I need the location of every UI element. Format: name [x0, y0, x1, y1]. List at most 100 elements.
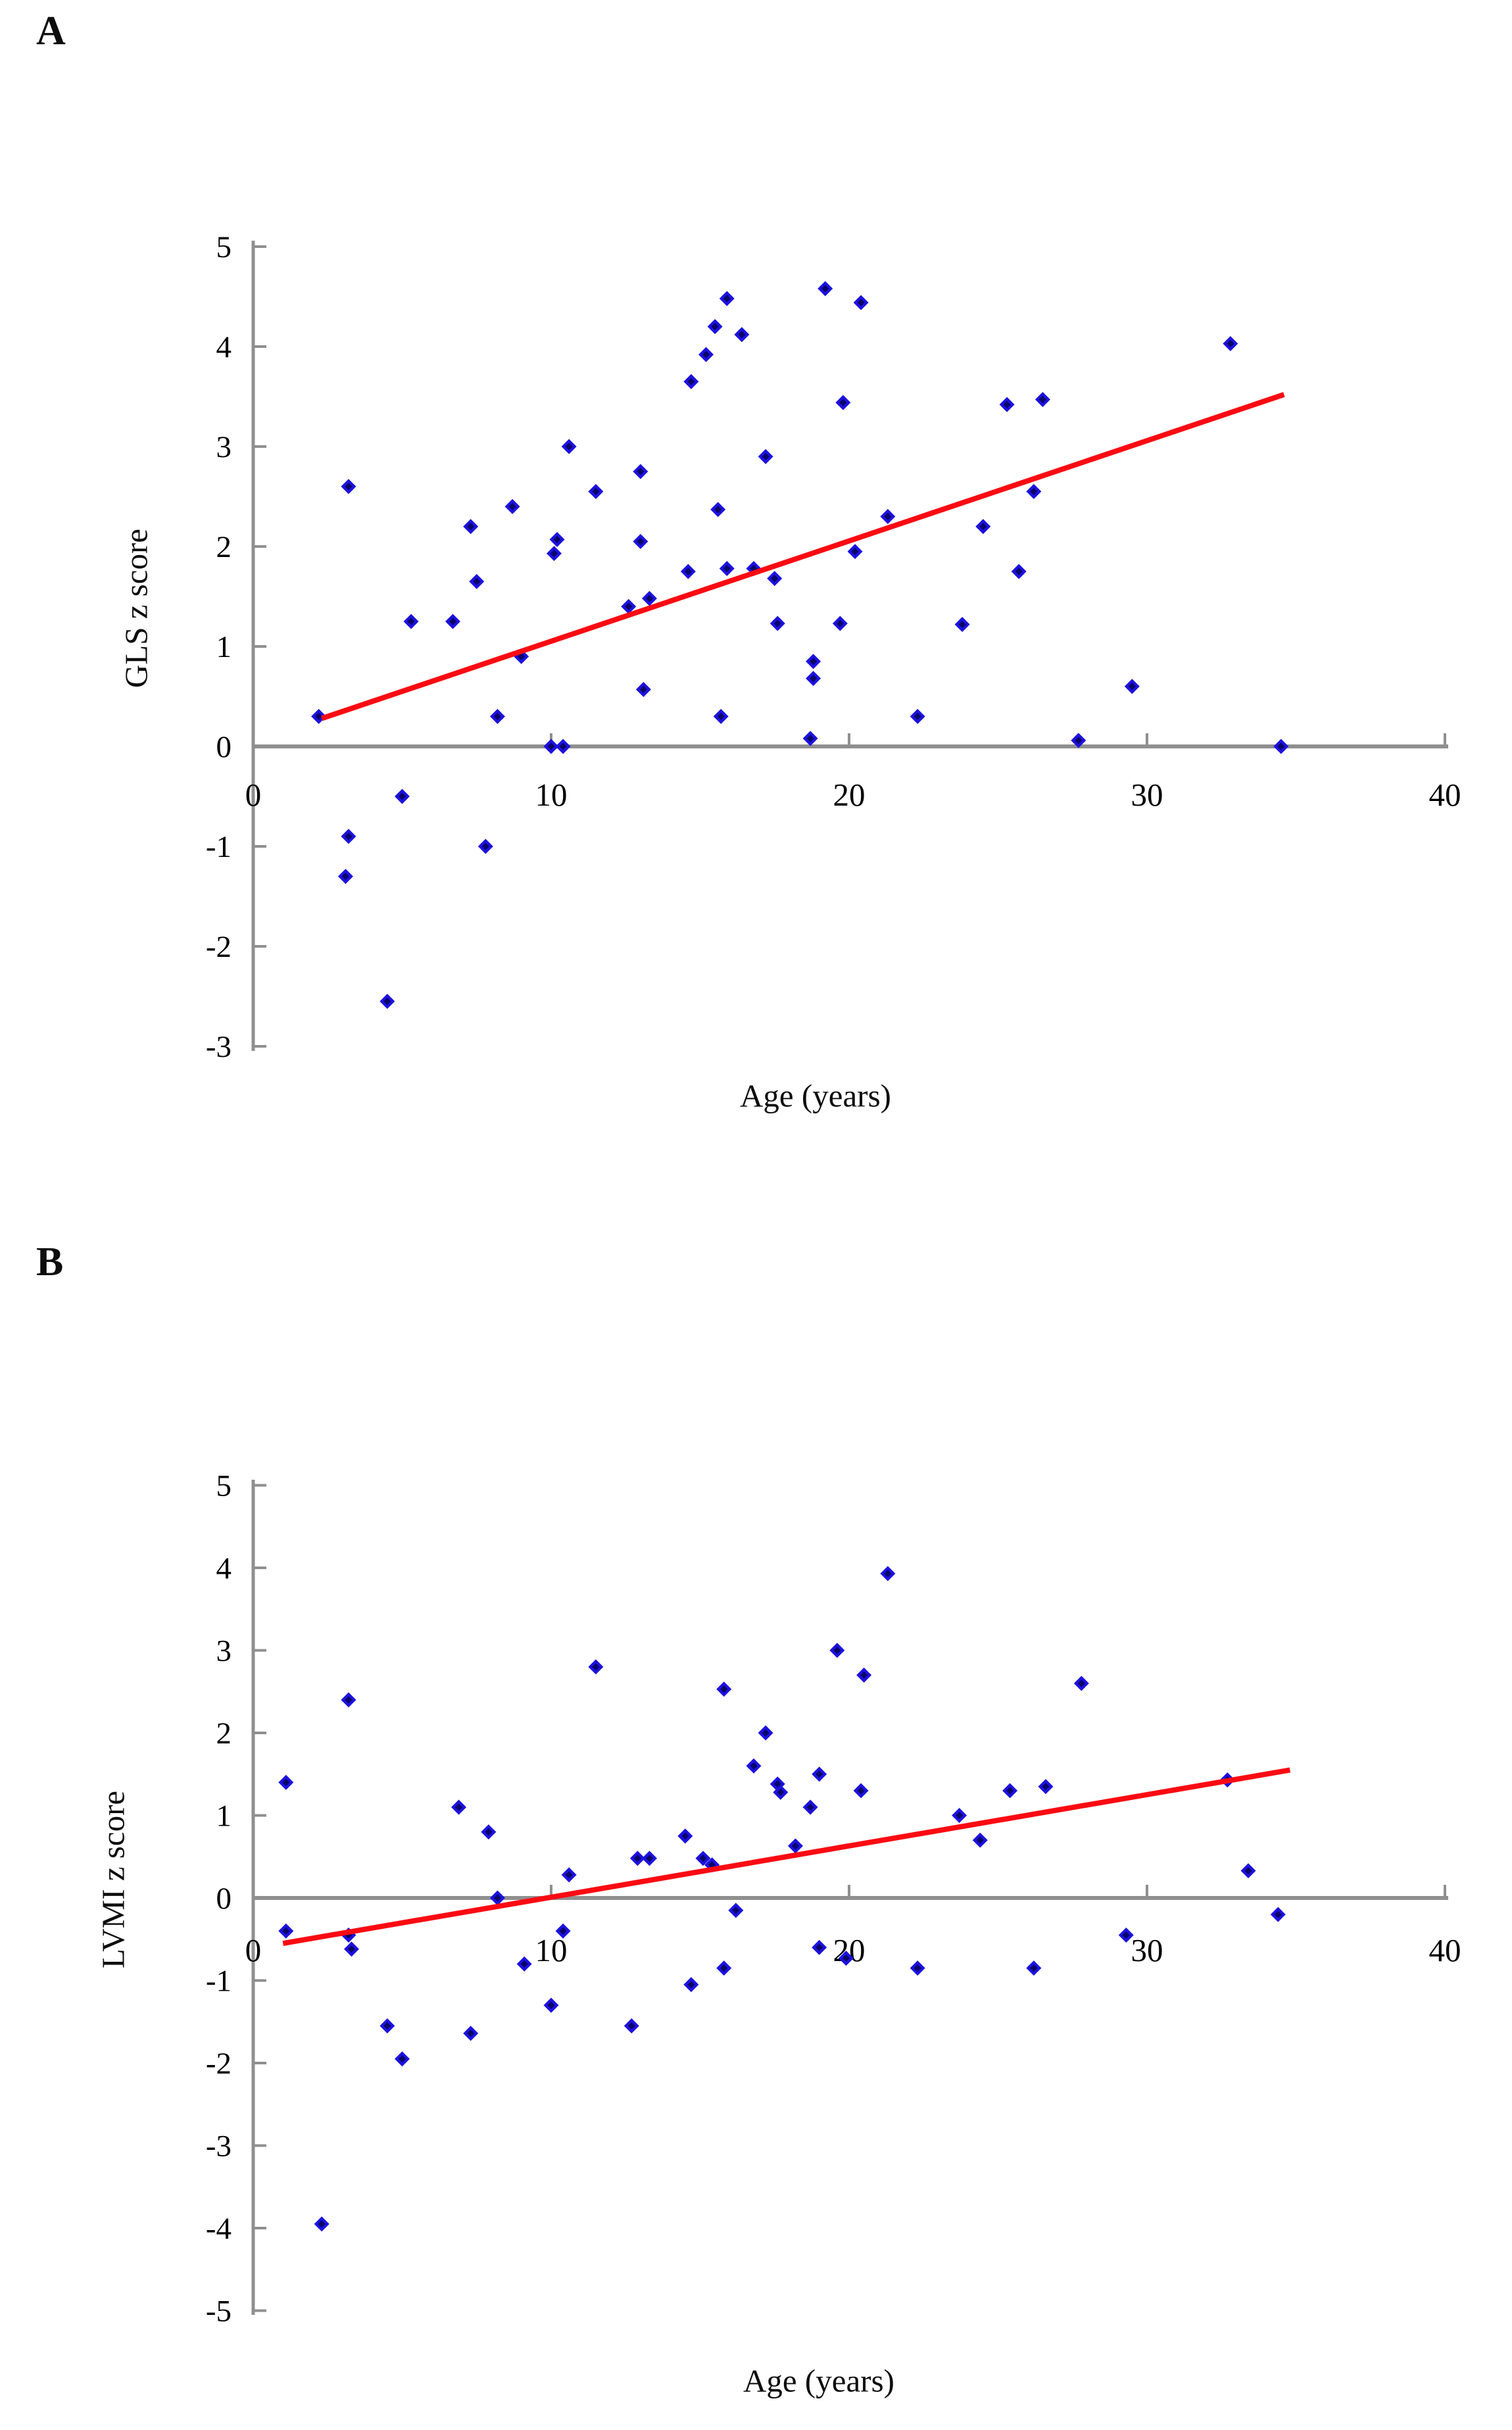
data-point-core	[633, 1855, 641, 1862]
data-point-core	[732, 1907, 740, 1914]
data-point-core	[399, 792, 406, 800]
data-point-core	[550, 550, 558, 558]
data-point-core	[341, 873, 349, 881]
data-point-core	[833, 1647, 841, 1654]
data-point-core	[711, 323, 719, 331]
data-point-core	[565, 443, 573, 450]
y-tick-label: 3	[216, 430, 232, 464]
x-tick-label: 0	[245, 777, 262, 813]
panel-b-letter: B	[36, 1240, 64, 1284]
data-point-core	[1274, 1910, 1282, 1918]
data-point-core	[860, 1671, 868, 1679]
data-point-core	[1030, 487, 1038, 495]
data-point-core	[625, 602, 633, 610]
data-point-core	[857, 299, 865, 306]
data-point-core	[762, 452, 769, 460]
data-point-core	[559, 1927, 567, 1935]
data-point-core	[979, 523, 987, 531]
x-tick-label: 40	[1429, 1932, 1461, 1968]
data-point-core	[383, 2022, 391, 2030]
data-point-core	[738, 331, 746, 339]
data-point-core	[645, 1855, 653, 1862]
data-point-core	[1244, 1867, 1252, 1875]
data-point-core	[816, 1770, 823, 1778]
data-point-core	[720, 1964, 728, 1972]
data-point-core	[687, 377, 695, 385]
data-point-core	[1277, 742, 1285, 750]
data-point-core	[773, 1780, 781, 1788]
data-point-core	[810, 675, 817, 683]
data-point-core	[345, 483, 353, 491]
data-point-core	[976, 1836, 984, 1844]
y-tick-label: 1	[216, 1799, 232, 1834]
data-point-core	[1077, 1680, 1085, 1688]
data-point-core	[714, 506, 722, 514]
trend-line	[282, 1767, 1291, 1946]
data-point-core	[699, 1855, 707, 1862]
data-point-core	[282, 1927, 290, 1935]
data-point-core	[687, 1981, 695, 1989]
data-point-core	[627, 2022, 635, 2030]
data-point-core	[485, 1828, 493, 1836]
data-point-core	[449, 618, 457, 625]
data-point-core	[399, 2055, 406, 2063]
panel-a-y-axis-title: GLS z score	[118, 528, 155, 689]
data-point-core	[956, 1812, 963, 1819]
data-point-core	[851, 548, 859, 556]
data-point-core	[345, 1696, 353, 1704]
data-point-core	[723, 295, 731, 303]
data-point-core	[518, 652, 525, 660]
data-point-core	[282, 1778, 290, 1786]
y-tick-label: 2	[216, 1716, 232, 1751]
data-point-core	[842, 1955, 850, 1962]
data-point-core	[1042, 1783, 1050, 1791]
data-point-core	[773, 620, 781, 627]
data-point-core	[565, 1871, 573, 1879]
data-point-core	[1122, 1931, 1130, 1939]
data-point-core	[1006, 1787, 1014, 1795]
data-point-core	[347, 1945, 355, 1953]
x-tick-label: 40	[1429, 777, 1461, 813]
data-point-core	[821, 285, 829, 293]
data-point-core	[836, 620, 844, 627]
data-point-core	[717, 712, 725, 720]
data-point-core	[914, 1964, 921, 1972]
data-point-core	[1030, 1964, 1038, 1972]
data-point-core	[750, 1762, 758, 1770]
x-tick-label: 30	[1131, 777, 1163, 813]
scatter-series	[311, 281, 1289, 1009]
data-point-core	[762, 1729, 769, 1737]
data-point-core	[791, 1842, 799, 1850]
data-point-core	[702, 351, 710, 358]
data-point-core	[806, 1803, 814, 1811]
x-tick-label: 20	[833, 777, 866, 813]
y-tick-label: -4	[206, 2212, 232, 2246]
y-tick-label: 1	[216, 630, 232, 664]
data-point-core	[639, 685, 647, 693]
x-tick-label: 0	[245, 1932, 262, 1968]
data-point-core	[467, 523, 475, 531]
data-point-core	[559, 742, 567, 750]
data-point-core	[481, 842, 489, 850]
y-tick-label: -2	[206, 930, 232, 964]
data-point-core	[884, 512, 892, 520]
y-tick-label: 4	[216, 330, 232, 364]
data-point-core	[645, 595, 653, 602]
data-point-core	[777, 1788, 785, 1796]
y-tick-label: 0	[216, 730, 232, 764]
data-point-core	[383, 998, 391, 1006]
data-point-core	[493, 712, 501, 720]
data-point-core	[520, 1960, 528, 1968]
y-tick-label: -1	[206, 830, 232, 864]
y-tick-label: 5	[216, 230, 232, 264]
data-point-core	[315, 712, 323, 720]
x-tick-label: 10	[535, 777, 568, 813]
y-tick-label: 2	[216, 530, 232, 564]
data-point-core	[547, 742, 555, 750]
y-tick-label: 3	[216, 1634, 232, 1668]
x-tick-label: 30	[1131, 1932, 1163, 1968]
data-point-core	[810, 658, 817, 666]
